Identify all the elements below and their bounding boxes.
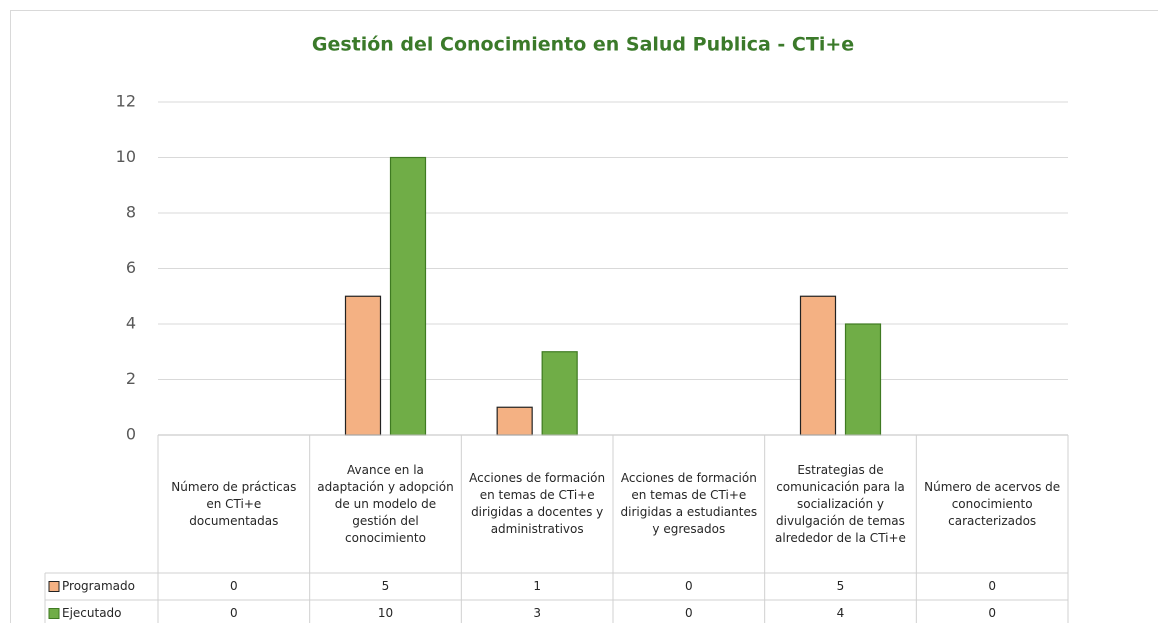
category-label: Estrategias de comunicación para la soci… <box>775 462 906 545</box>
legend-key <box>48 581 60 592</box>
bar <box>496 406 533 436</box>
table-value: 5 <box>836 579 845 593</box>
bar <box>844 323 882 436</box>
legend-key <box>48 608 60 619</box>
category-label: Número de prácticas en CTi+e documentada… <box>171 479 297 528</box>
table-value: 0 <box>988 606 996 620</box>
category-label: Acciones de formación en temas de CTi+e … <box>469 471 606 536</box>
table-value: 0 <box>685 606 693 620</box>
bar <box>389 156 427 436</box>
table-value: 0 <box>685 579 693 593</box>
y-tick-label: 2 <box>126 369 136 388</box>
table-value: 4 <box>836 606 845 620</box>
chart-title: Gestión del Conocimiento en Salud Public… <box>312 34 854 56</box>
category-label: Número de acervos de conocimiento caract… <box>924 479 1061 528</box>
legend-label: Ejecutado <box>62 606 122 620</box>
table-value: 0 <box>230 579 238 593</box>
y-tick-label: 12 <box>116 92 136 111</box>
bar <box>799 295 837 436</box>
table-value: 0 <box>230 606 238 620</box>
y-tick-label: 6 <box>126 258 136 277</box>
table-value: 10 <box>377 606 394 620</box>
legend-label: Programado <box>62 579 135 593</box>
y-tick-label: 10 <box>116 147 136 166</box>
category-label: Acciones de formación en temas de CTi+e … <box>620 471 758 536</box>
bar <box>344 295 382 436</box>
y-tick-label: 8 <box>126 203 136 222</box>
y-tick-label: 4 <box>126 314 136 333</box>
table-value: 1 <box>533 579 541 593</box>
chart-frame <box>10 10 1158 623</box>
table-value: 3 <box>533 606 541 620</box>
table-value: 0 <box>988 579 996 593</box>
category-label: Avance en la adaptación y adopción de un… <box>317 462 454 545</box>
table-value: 5 <box>381 579 390 593</box>
y-tick-label: 0 <box>126 425 136 444</box>
bar <box>541 351 578 436</box>
